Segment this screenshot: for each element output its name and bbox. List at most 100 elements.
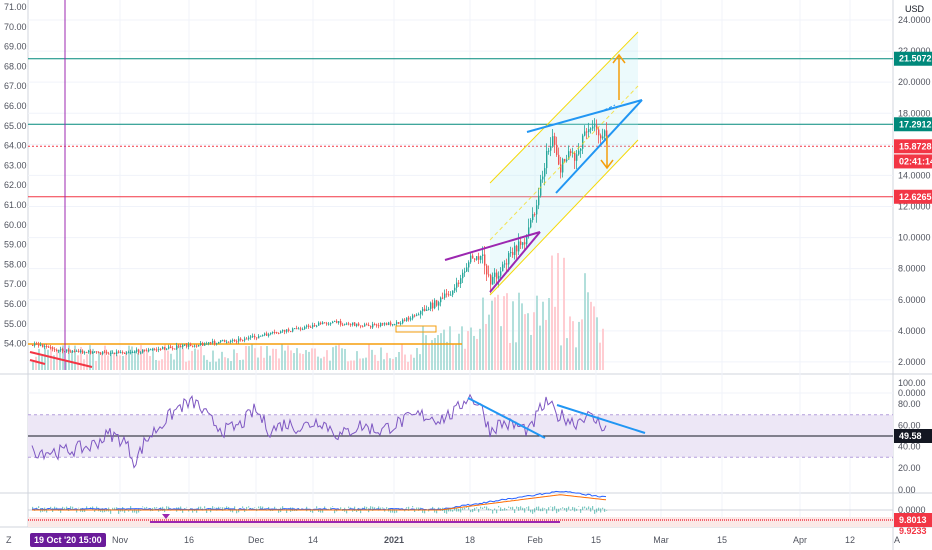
volume-bar [158,360,160,370]
candle-body [178,345,180,347]
volume-bar [581,319,583,370]
macd-hist [132,509,134,513]
candle-body [364,324,366,327]
volume-bar [230,361,232,370]
volume-bar [383,359,385,370]
candle-body [562,158,564,173]
candle-body [256,337,258,339]
volume-bar [515,342,517,370]
candle-body [466,267,468,272]
candle-body [372,324,374,328]
volume-bar [353,360,355,370]
macd-hist [492,509,494,514]
price-tag [894,139,932,154]
candle-body [60,348,62,351]
candle-body [288,329,290,332]
candle-body [174,348,176,350]
macd-hist [214,507,216,509]
macd-tag-label: 9.8013 [899,515,927,525]
candle-body [340,321,342,325]
macd-hist [142,506,144,508]
candle-body [136,349,138,352]
candle-body [110,352,112,354]
candle-body [336,320,338,323]
candle-body [164,346,166,350]
volume-bar [308,351,310,370]
volume-bar [56,349,58,370]
candle-body [404,319,406,321]
left-axis-label: 66.00 [4,101,27,111]
candle-body [566,159,568,162]
price-tag [894,117,932,132]
price-axis-label: 20.0000 [898,77,931,87]
candle-body [192,345,194,347]
volume-bar [233,349,235,370]
macd-hist [394,509,396,514]
macd-hist [204,506,206,509]
volume-bar [104,345,106,370]
volume-bar [587,292,589,370]
volume-bar [419,354,421,370]
volume-bar [80,346,82,370]
volume-bar [155,360,157,370]
macd-hist [590,507,592,512]
candle-body [354,322,356,327]
macd-hist [494,508,496,511]
candle-body [118,351,120,353]
macd-hist [46,509,48,513]
macd-hist [220,507,222,508]
volume-bar [62,345,64,370]
left-axis-label: 55.00 [4,319,27,329]
candle-body [244,338,246,341]
candle-body [346,323,348,325]
volume-bar [143,349,145,370]
axes: 71.00 70.00 69.00 68.00 67.00 66.00 65.00 64.00… [4,2,932,545]
candle-body [286,329,288,332]
volume-bar [191,350,193,370]
candle-body [208,342,210,344]
volume-bar [113,352,115,370]
candle-body [318,322,320,326]
candle-body [124,352,126,354]
candle-body [222,340,224,342]
macd-hist [572,506,574,510]
volume-bar [221,351,223,370]
scale-button[interactable]: Z [6,535,12,545]
candle-body [56,350,58,352]
candle-body [550,146,552,151]
volume-bar [95,360,97,370]
volume-bar [125,350,127,370]
macd-hist [284,508,286,510]
macd-hist [544,508,546,510]
macd-hist [552,506,554,512]
macd-hist [126,508,128,509]
candle-body [170,346,172,349]
macd-hist [330,507,332,511]
candle-body [338,321,340,323]
left-axis-label: 69.00 [4,42,27,52]
currency-label: USD [904,4,924,14]
candle-body [546,150,548,169]
volume-bar [278,358,280,370]
macd-hist [466,507,468,508]
candle-body [484,254,486,266]
macd-hist [452,509,454,512]
price-axis-label: 18.0000 [898,108,931,118]
candle-body [464,271,466,273]
macd-hist [464,507,466,510]
candle-body [144,349,146,351]
candle-body [154,349,156,351]
volume-bar [560,345,562,370]
candle-body [344,323,346,325]
volume-bar [428,344,430,370]
drawings[interactable] [29,0,643,370]
arrow-up-head [612,53,626,64]
macd-hist [200,506,202,511]
candle-body [182,344,184,348]
volume-bar [269,355,271,370]
macd-hist [462,508,464,510]
macd-hist [156,507,158,508]
macd-hist [316,506,318,509]
